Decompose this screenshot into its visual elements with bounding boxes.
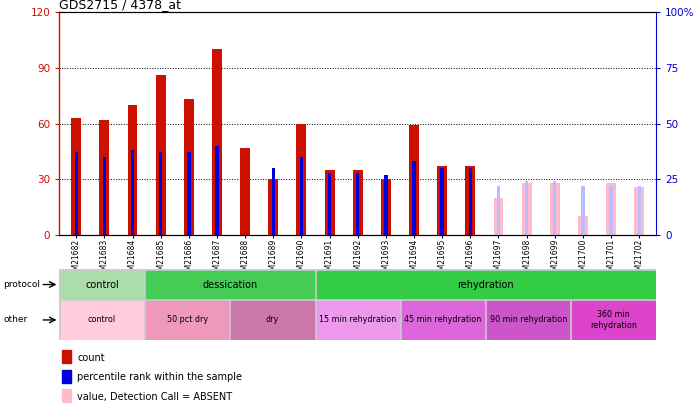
Bar [402,301,484,339]
Bar [578,216,588,235]
Text: 360 min
rehydration: 360 min rehydration [590,310,637,330]
Bar [609,186,613,235]
Bar [215,146,218,235]
Bar [299,157,303,235]
Text: count: count [77,353,105,363]
Bar [413,162,416,235]
Bar [328,173,332,235]
Bar [156,75,165,235]
Bar [61,301,143,339]
Bar [384,175,387,235]
Bar [268,179,279,235]
Bar [550,183,560,235]
Bar [128,105,138,235]
Bar [187,153,191,235]
Bar [409,126,419,235]
Bar [352,170,363,235]
Bar [487,301,570,339]
Bar [316,301,399,339]
Bar [240,148,250,235]
Bar [637,186,641,235]
Bar [62,370,70,383]
Bar [131,150,134,235]
Bar [634,187,644,235]
Text: 45 min rehydration: 45 min rehydration [404,315,482,324]
Bar [553,181,556,235]
Bar [581,186,585,235]
Text: 90 min rehydration: 90 min rehydration [489,315,567,324]
Bar [440,168,444,235]
Bar [325,170,334,235]
Bar [521,183,532,235]
Bar [62,389,70,402]
Bar [466,166,475,235]
Bar [497,186,500,235]
Bar [525,181,528,235]
Bar [272,168,275,235]
Text: dessication: dessication [202,279,258,290]
Bar [212,49,222,235]
Text: protocol: protocol [3,280,40,289]
Text: value, Detection Call = ABSENT: value, Detection Call = ABSENT [77,392,232,402]
Bar [468,168,472,235]
Text: GDS2715 / 4378_at: GDS2715 / 4378_at [59,0,181,11]
Text: other: other [3,315,28,324]
Bar [62,350,70,364]
Bar [493,198,503,235]
Bar [61,271,143,298]
Bar [356,173,359,235]
Bar [184,99,194,235]
Bar [103,157,106,235]
Bar [437,166,447,235]
Bar [572,301,655,339]
Bar [316,271,655,298]
Text: control: control [85,279,119,290]
Bar [297,124,306,235]
Bar [231,301,313,339]
Bar [99,120,110,235]
Text: percentile rank within the sample: percentile rank within the sample [77,372,242,382]
Bar [75,153,78,235]
Text: 50 pct dry: 50 pct dry [167,315,208,324]
Bar [606,183,616,235]
Bar [381,179,391,235]
Bar [71,118,81,235]
Bar [159,153,163,235]
Bar [146,301,228,339]
Bar [146,271,313,298]
Text: rehydration: rehydration [457,279,514,290]
Text: control: control [88,315,116,324]
Text: 15 min rehydration: 15 min rehydration [319,315,396,324]
Text: dry: dry [266,315,279,324]
